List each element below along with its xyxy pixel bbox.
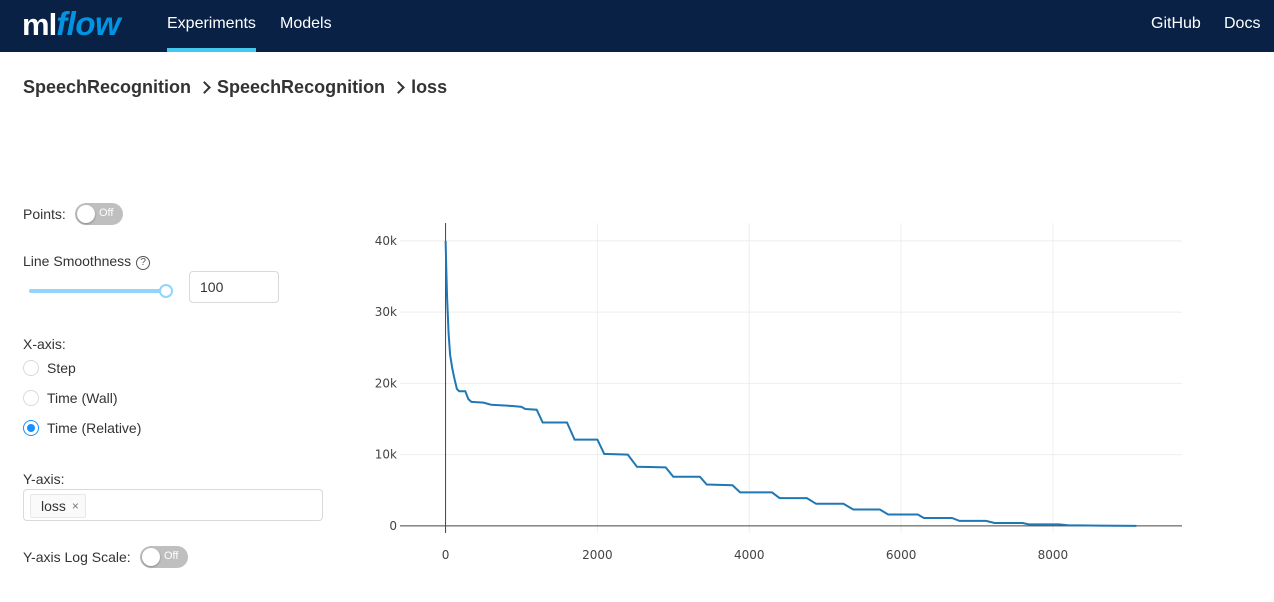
x-axis-radio-relative-time[interactable]: Time (Relative) <box>23 419 141 437</box>
x-tick-label: 2000 <box>582 548 613 562</box>
breadcrumb-experiment[interactable]: SpeechRecognition <box>23 76 192 97</box>
radio-circle[interactable] <box>23 390 39 406</box>
chevron-right-icon <box>191 75 217 99</box>
y-tick-label: 20k <box>375 376 397 390</box>
mlflow-logo[interactable]: ml flow <box>22 4 121 44</box>
nav-models[interactable]: Models <box>280 15 332 32</box>
breadcrumb: SpeechRecognition SpeechRecognition loss <box>23 75 447 99</box>
points-toggle-text: Off <box>99 207 114 219</box>
y-tick-label: 30k <box>375 305 397 319</box>
x-tick-label: 8000 <box>1038 548 1069 562</box>
chart-grid <box>400 223 1182 533</box>
x-tick-label: 6000 <box>886 548 917 562</box>
close-icon[interactable]: × <box>71 499 79 513</box>
nav-experiments[interactable]: Experiments <box>167 0 256 52</box>
x-axis-option-relative-label: Time (Relative) <box>47 420 142 436</box>
loss-series-line <box>444 240 1137 527</box>
chevron-right-icon <box>385 75 411 99</box>
points-label: Points: <box>23 206 66 222</box>
x-axis-radio-wall-time[interactable]: Time (Wall) <box>23 389 118 407</box>
chart-tick-labels: 0 2000 4000 6000 8000 0 10k 20k 30k 40k <box>375 234 1068 562</box>
y-axis-label: Y-axis: <box>23 471 65 487</box>
loss-line-chart[interactable]: 0 2000 4000 6000 8000 0 10k 20k 30k 40k <box>360 215 1200 575</box>
y-axis-log-scale-label: Y-axis Log Scale: <box>23 549 131 565</box>
radio-circle-checked[interactable] <box>23 420 39 436</box>
toggle-knob <box>142 548 160 566</box>
nav-github-link[interactable]: GitHub <box>1151 15 1201 32</box>
x-tick-label: 4000 <box>734 548 765 562</box>
y-axis-select[interactable]: loss × <box>23 489 323 521</box>
logo-ml-text: ml <box>22 7 57 42</box>
y-tick-label: 0 <box>389 519 397 533</box>
smoothness-slider-track[interactable] <box>29 289 167 293</box>
x-axis-option-wall-label: Time (Wall) <box>47 390 118 406</box>
smoothness-input[interactable] <box>189 271 279 303</box>
logo-flow-text: flow <box>56 5 121 42</box>
x-axis-radio-step[interactable]: Step <box>23 359 76 377</box>
log-scale-toggle-text: Off <box>164 550 179 562</box>
x-axis-option-step-label: Step <box>47 360 76 376</box>
breadcrumb-run[interactable]: SpeechRecognition <box>217 76 386 97</box>
x-axis-label: X-axis: <box>23 336 66 352</box>
nav-docs-link[interactable]: Docs <box>1224 15 1261 32</box>
smoothness-slider-handle[interactable] <box>159 284 173 298</box>
chart-axes <box>400 223 1182 533</box>
x-tick-label: 0 <box>442 548 450 562</box>
line-smoothness-label: Line Smoothness? <box>23 253 151 270</box>
log-scale-toggle[interactable]: Off <box>140 546 188 568</box>
radio-circle[interactable] <box>23 360 39 376</box>
question-circle-icon[interactable]: ? <box>136 256 151 270</box>
line-smoothness-text: Line Smoothness <box>23 253 132 269</box>
y-tick-label: 10k <box>375 448 397 462</box>
breadcrumb-metric: loss <box>411 76 448 97</box>
y-tick-label: 40k <box>375 234 397 248</box>
top-navbar: ml flow Experiments Models GitHub Docs <box>0 0 1274 52</box>
toggle-knob <box>77 205 95 223</box>
points-toggle[interactable]: Off <box>75 203 123 225</box>
y-axis-tag-text: loss <box>41 498 66 514</box>
y-axis-tag-loss: loss × <box>30 494 86 518</box>
